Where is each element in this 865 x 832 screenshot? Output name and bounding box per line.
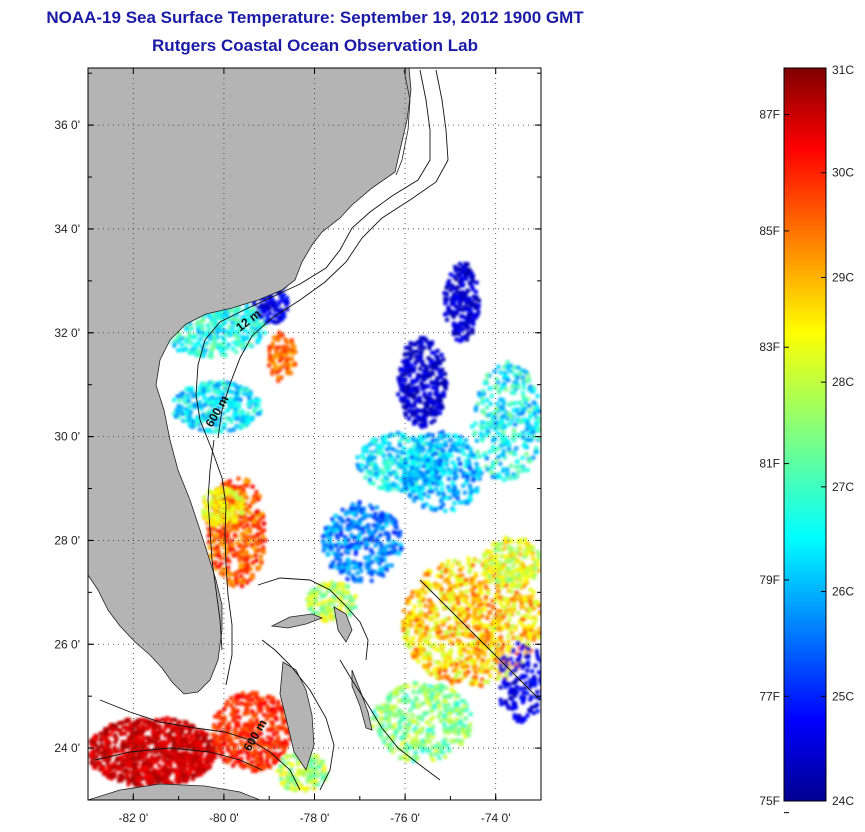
colorbar-label-fahrenheit: 83F — [759, 340, 780, 354]
colorbar-label-celsius: 29C — [832, 270, 854, 284]
y-tick-label: 28 0' — [54, 533, 80, 547]
colorbar-label-celsius: 25C — [832, 689, 854, 703]
colorbar-label-celsius: 31C — [832, 63, 854, 77]
x-tick-label: -78 0' — [300, 811, 330, 825]
x-tick-label: -82 0' — [118, 811, 148, 825]
land-cuba — [88, 783, 261, 800]
y-tick-label: 24 0' — [54, 741, 80, 755]
y-tick-label: 34 0' — [54, 222, 80, 236]
colorbar-label-celsius: 28C — [832, 375, 854, 389]
x-tick-label: -74 0' — [481, 811, 511, 825]
colorbar-label-fahrenheit: 87F — [759, 108, 780, 122]
y-tick-label: 26 0' — [54, 637, 80, 651]
y-tick-label: 36 0' — [54, 118, 80, 132]
land-grand-bahama — [270, 613, 324, 629]
colorbar-label-fahrenheit: 77F — [759, 689, 780, 703]
land-outer-banks — [395, 69, 411, 176]
colorbar-label-fahrenheit: 85F — [759, 224, 780, 238]
colorbar — [783, 67, 827, 802]
x-tick-label: -80 0' — [209, 811, 239, 825]
land-southeast-us — [88, 68, 412, 695]
x-tick-label: -76 0' — [390, 811, 420, 825]
isobath-contours — [94, 69, 541, 791]
map-axes: -82 0' -80 0' -78 0' -76 0' -74 0' 24 0' 26 0'… — [54, 68, 542, 825]
y-tick-label: 30 0' — [54, 430, 80, 444]
map-title: NOAA-19 Sea Surface Temperature: Septemb… — [46, 8, 584, 27]
graticule-grid — [88, 68, 541, 800]
colorbar-ticks: 31C 30C 29C 28C 27C 26C 25C 24C 87F 85F 83F 81F 79F 7… — [759, 63, 854, 814]
colorbar-label-celsius: 30C — [832, 166, 854, 180]
land-andros-island — [279, 661, 315, 771]
colorbar-label-celsius: 24C — [832, 794, 854, 808]
land-eleuthera — [351, 669, 373, 731]
colorbar-label-celsius: 26C — [832, 585, 854, 599]
colorbar-label-celsius: 27C — [832, 480, 854, 494]
colorbar-label-fahrenheit: 75F — [759, 794, 780, 808]
map-subtitle: Rutgers Coastal Ocean Observation Lab — [152, 36, 478, 55]
colorbar-label-fahrenheit: 81F — [759, 457, 780, 471]
y-tick-label: 32 0' — [54, 326, 80, 340]
land-abaco — [333, 606, 353, 643]
colorbar-label-fahrenheit: 79F — [759, 573, 780, 587]
